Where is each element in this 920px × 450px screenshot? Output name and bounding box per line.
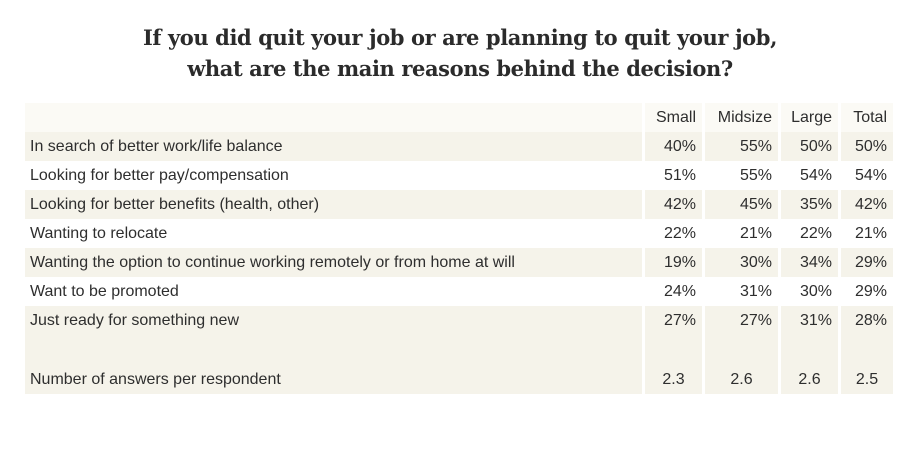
column-header-midsize: Midsize <box>705 103 778 132</box>
value-cell: 54% <box>841 161 893 190</box>
column-header-small: Small <box>645 103 702 132</box>
spacer-cell <box>705 335 778 365</box>
table-row: Looking for better benefits (health, oth… <box>25 190 893 219</box>
table-header-row: Small Midsize Large Total <box>25 103 893 132</box>
data-table: Small Midsize Large Total In search of b… <box>25 103 893 394</box>
spacer-row <box>25 335 893 365</box>
value-cell: 21% <box>841 219 893 248</box>
summary-value-cell: 2.6 <box>781 365 838 394</box>
value-cell: 22% <box>645 219 702 248</box>
row-label: Looking for better benefits (health, oth… <box>25 190 642 219</box>
value-cell: 21% <box>705 219 778 248</box>
row-label: Wanting to relocate <box>25 219 642 248</box>
column-header-large: Large <box>781 103 838 132</box>
value-cell: 29% <box>841 277 893 306</box>
row-label: Want to be promoted <box>25 277 642 306</box>
spacer-cell <box>841 335 893 365</box>
chart-title-line-2: what are the main reasons behind the dec… <box>187 56 733 81</box>
value-cell: 19% <box>645 248 702 277</box>
chart-title-line-1: If you did quit your job or are planning… <box>143 25 777 50</box>
value-cell: 55% <box>705 132 778 161</box>
value-cell: 29% <box>841 248 893 277</box>
value-cell: 55% <box>705 161 778 190</box>
value-cell: 40% <box>645 132 702 161</box>
value-cell: 35% <box>781 190 838 219</box>
value-cell: 42% <box>645 190 702 219</box>
value-cell: 28% <box>841 306 893 335</box>
value-cell: 27% <box>645 306 702 335</box>
table-row: Wanting to relocate 22% 21% 22% 21% <box>25 219 893 248</box>
value-cell: 50% <box>841 132 893 161</box>
table-row: Just ready for something new 27% 27% 31%… <box>25 306 893 335</box>
spacer-cell <box>25 335 642 365</box>
table-row: Wanting the option to continue working r… <box>25 248 893 277</box>
row-label: Wanting the option to continue working r… <box>25 248 642 277</box>
summary-row: Number of answers per respondent 2.3 2.6… <box>25 365 893 394</box>
value-cell: 31% <box>705 277 778 306</box>
summary-label: Number of answers per respondent <box>25 365 642 394</box>
value-cell: 24% <box>645 277 702 306</box>
summary-value-cell: 2.6 <box>705 365 778 394</box>
value-cell: 22% <box>781 219 838 248</box>
row-label: Looking for better pay/compensation <box>25 161 642 190</box>
spacer-cell <box>645 335 702 365</box>
value-cell: 51% <box>645 161 702 190</box>
value-cell: 42% <box>841 190 893 219</box>
value-cell: 31% <box>781 306 838 335</box>
chart-title: If you did quit your job or are planning… <box>0 22 920 84</box>
row-label: Just ready for something new <box>25 306 642 335</box>
summary-value-cell: 2.3 <box>645 365 702 394</box>
value-cell: 50% <box>781 132 838 161</box>
value-cell: 54% <box>781 161 838 190</box>
column-header-total: Total <box>841 103 893 132</box>
table-row: In search of better work/life balance 40… <box>25 132 893 161</box>
table-row: Want to be promoted 24% 31% 30% 29% <box>25 277 893 306</box>
spacer-cell <box>781 335 838 365</box>
value-cell: 30% <box>705 248 778 277</box>
value-cell: 45% <box>705 190 778 219</box>
header-label-cell <box>25 103 642 132</box>
summary-value-cell: 2.5 <box>841 365 893 394</box>
value-cell: 30% <box>781 277 838 306</box>
row-label: In search of better work/life balance <box>25 132 642 161</box>
value-cell: 27% <box>705 306 778 335</box>
table-row: Looking for better pay/compensation 51% … <box>25 161 893 190</box>
value-cell: 34% <box>781 248 838 277</box>
